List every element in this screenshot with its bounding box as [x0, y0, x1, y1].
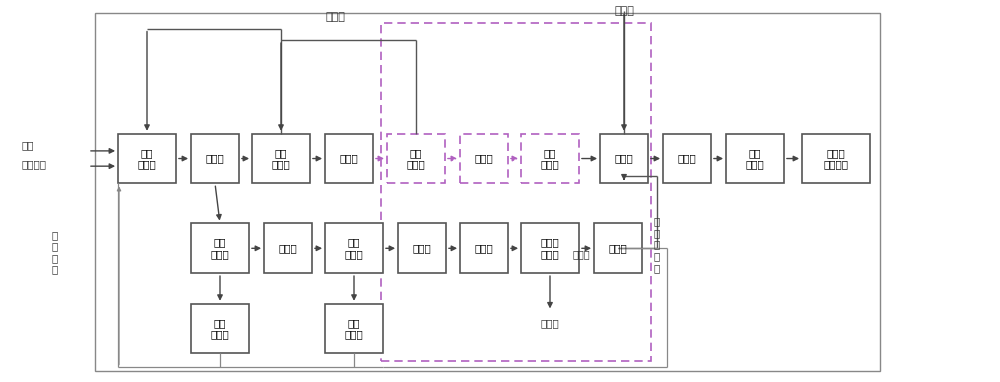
Bar — [802, 134, 870, 183]
Text: 工业盐: 工业盐 — [541, 318, 559, 328]
Bar — [325, 304, 383, 353]
Text: 洗脱液: 洗脱液 — [325, 12, 345, 22]
Bar — [460, 223, 508, 273]
Text: 脱水机: 脱水机 — [475, 154, 493, 163]
Text: 冷凝水: 冷凝水 — [572, 249, 590, 259]
Text: 二级
滤污罐: 二级 滤污罐 — [345, 318, 363, 339]
Bar — [398, 223, 446, 273]
Text: 石英砂: 石英砂 — [614, 6, 634, 16]
Text: 化学
沉淀池: 化学 沉淀池 — [345, 238, 363, 259]
Bar — [325, 223, 383, 273]
Text: 反应罐: 反应罐 — [279, 243, 297, 253]
Text: 等离子
熔融系统: 等离子 熔融系统 — [824, 148, 849, 169]
Text: 重
金
属
回
收: 重 金 属 回 收 — [654, 216, 660, 273]
Text: 二级
干化机: 二级 干化机 — [746, 148, 764, 169]
Text: 蒸发结
晶设备: 蒸发结 晶设备 — [541, 238, 559, 259]
Text: 造粒机: 造粒机 — [678, 154, 696, 163]
Text: 一级
干化机: 一级 干化机 — [541, 148, 559, 169]
Bar — [381, 23, 651, 361]
Text: 脱水机: 脱水机 — [206, 154, 224, 163]
Bar — [191, 304, 249, 353]
Bar — [191, 134, 239, 183]
Text: 调节罐: 调节罐 — [475, 243, 493, 253]
Text: 二级
水洗罐: 二级 水洗罐 — [272, 148, 290, 169]
Bar — [521, 223, 579, 273]
Bar — [387, 134, 445, 183]
Text: 一级
滤污罐: 一级 滤污罐 — [211, 318, 229, 339]
Bar — [460, 134, 508, 183]
Bar — [663, 134, 711, 183]
Bar — [521, 134, 579, 183]
Text: 混合机: 混合机 — [615, 154, 633, 163]
Bar — [252, 134, 310, 183]
Text: 飞灰: 飞灰 — [22, 140, 34, 150]
Text: 三级
水洗罐: 三级 水洗罐 — [407, 148, 425, 169]
Text: 一级
水洗罐: 一级 水洗罐 — [138, 148, 156, 169]
Bar — [600, 134, 648, 183]
Bar — [325, 134, 373, 183]
Text: 污
水
回
用: 污 水 回 用 — [52, 230, 58, 275]
Bar — [191, 223, 249, 273]
Text: 物理
沉淀池: 物理 沉淀池 — [211, 238, 229, 259]
Bar — [118, 134, 176, 183]
Text: 去离子水: 去离子水 — [22, 159, 47, 169]
Bar — [594, 223, 642, 273]
Bar — [726, 134, 784, 183]
Text: 清水池: 清水池 — [609, 243, 627, 253]
Bar — [264, 223, 312, 273]
Bar — [95, 13, 880, 371]
Text: 过滤罐: 过滤罐 — [413, 243, 431, 253]
Text: 脱水机: 脱水机 — [340, 154, 358, 163]
